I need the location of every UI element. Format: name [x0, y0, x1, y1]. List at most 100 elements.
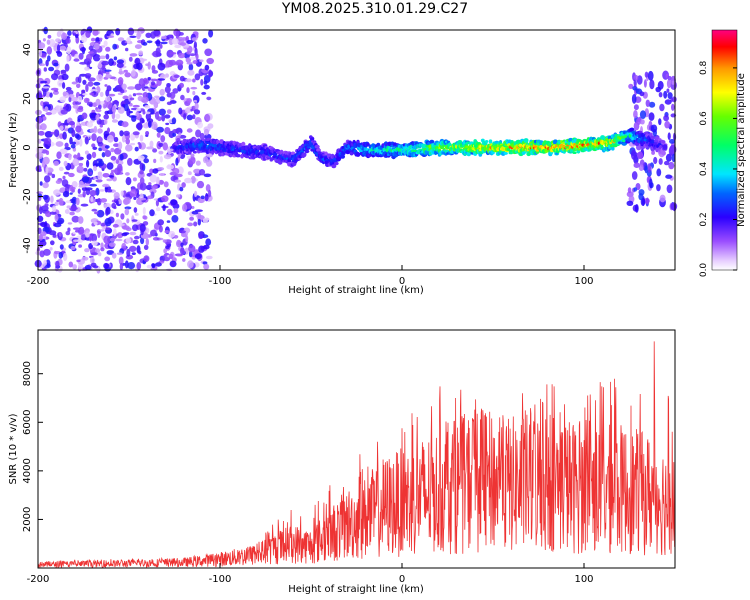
spectrogram-cell [194, 253, 202, 260]
spectrogram-cell [40, 123, 47, 131]
spectrogram-cell [62, 131, 67, 140]
spectrogram-cell [206, 96, 212, 101]
spectrogram-cell [200, 195, 205, 200]
spectrogram-cell [658, 158, 663, 165]
spectrogram-cell [135, 111, 140, 118]
spectrogram-cell [171, 215, 179, 223]
spectrogram-cell [115, 28, 121, 36]
spectrogram-cell [178, 107, 183, 115]
spectrogram-cell [84, 248, 90, 253]
spectrogram-cell [127, 262, 136, 270]
spectrogram-cell [55, 260, 60, 269]
spectrogram-cell [113, 192, 120, 199]
spectrogram-cell [143, 244, 149, 250]
spectrogram-cell [39, 250, 45, 258]
spectrogram-cell [91, 240, 98, 246]
spectrogram-cell [189, 216, 195, 221]
spectrogram-cell [139, 177, 145, 184]
spectrogram-cell [86, 153, 92, 160]
spectrogram-cell [158, 225, 163, 233]
spectrogram-cell [146, 264, 152, 269]
spectrogram-cell [154, 262, 162, 267]
spectrogram-cell [659, 103, 665, 112]
spectrogram-cell [111, 119, 119, 123]
spectrogram-cell [147, 195, 154, 200]
spectrogram-cell [106, 85, 112, 92]
spectrogram-cell [163, 154, 172, 160]
spectrogram-cell [106, 250, 115, 255]
spectrogram-cell [83, 167, 88, 172]
spectrogram-cell [69, 205, 77, 212]
spectrogram-cell [105, 53, 110, 60]
spectrogram-cell [95, 108, 102, 113]
spectrogram-cell [44, 175, 51, 183]
spectrogram-cell [123, 95, 128, 100]
spectrogram-cell [73, 58, 80, 62]
spectrogram-cell [92, 29, 99, 36]
spectrogram-cell [54, 201, 59, 206]
spectrogram-cell [113, 136, 119, 143]
spectrogram-cell [245, 155, 250, 159]
spectrogram-cell [130, 142, 136, 146]
spectrogram-cell [208, 29, 214, 38]
spectrogram-cell [118, 141, 123, 150]
spectrogram-cell [658, 118, 662, 126]
spectrogram-cell [671, 96, 677, 103]
spectrogram-cell [105, 96, 111, 102]
spectrogram-cell [633, 187, 637, 192]
spectrogram-cell [105, 227, 111, 231]
spectrogram-cell [508, 149, 514, 152]
spectrogram-cell [62, 91, 67, 97]
spectrogram-cell [72, 158, 79, 167]
spectrogram-cell [54, 89, 59, 93]
spectrogram-cell [80, 203, 89, 207]
spectrogram-cell [202, 38, 208, 44]
spectrogram-cell [156, 132, 161, 138]
spectrogram-cell [198, 233, 204, 239]
spectrogram-cell [105, 46, 111, 52]
spectrogram-cell [142, 207, 146, 215]
spectrogram-cell [49, 247, 53, 251]
spectrogram-cell [166, 220, 171, 223]
spectrogram-cell [93, 176, 97, 180]
spectrogram-cell [76, 165, 84, 174]
snr-frame [37, 329, 676, 569]
spectrogram-cell [650, 124, 658, 133]
spectrogram-cell [194, 73, 201, 81]
spectrogram-cell [139, 182, 147, 191]
spectrogram-cell [631, 171, 638, 180]
spectrogram-cell [81, 112, 88, 120]
spectrogram-cell [79, 138, 83, 147]
spectrogram-cell [172, 132, 177, 137]
spectrogram-cell [195, 52, 199, 61]
spectrogram-cell [145, 184, 153, 191]
spectrogram-cell [110, 155, 117, 161]
snr-y-tick-label: 6000 [22, 410, 33, 435]
spectrogram-cell [164, 86, 171, 94]
spectrogram-cell [97, 62, 103, 69]
spectrogram-cell [149, 209, 155, 217]
spectrogram-cell [60, 32, 68, 40]
spectrogram-cell [633, 104, 639, 111]
spectrogram-cell [204, 195, 209, 202]
spectrogram-cell [198, 245, 205, 253]
spectrogram-cell [488, 139, 493, 144]
spectrogram-cell [75, 197, 80, 206]
spectrogram-cell [176, 194, 181, 198]
spectrogram-cell [115, 199, 119, 206]
spectrogram-cell [66, 46, 72, 55]
spectrogram-cell [664, 121, 671, 129]
spectrogram-cell [61, 179, 69, 187]
spectrogram-cell [192, 60, 198, 64]
spectrogram-cell [42, 89, 47, 97]
spectrogram-cell [572, 151, 577, 154]
spectrogram-y-ticks: -40 -20 0 20 40 [22, 43, 43, 254]
spectrogram-cell [121, 223, 125, 227]
spectrogram-cell [143, 158, 149, 164]
spectrogram-cell [91, 133, 97, 142]
spectrogram-cell [62, 122, 70, 126]
spectrogram-cell [103, 114, 109, 120]
snr-y-ticks: 2000 4000 6000 8000 [22, 361, 43, 532]
spectrogram-cell [139, 162, 144, 171]
spectrogram-cell [45, 59, 49, 67]
